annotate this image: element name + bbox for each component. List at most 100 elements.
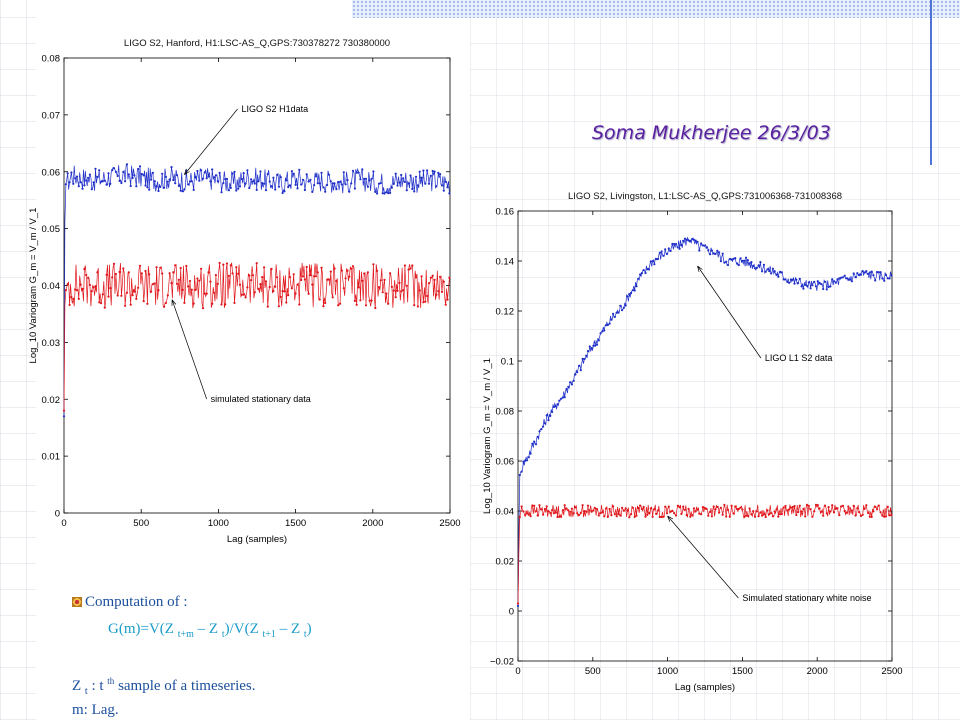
data-point: [730, 504, 733, 507]
data-point: [671, 242, 674, 245]
data-point: [238, 283, 242, 286]
data-point: [320, 266, 323, 269]
data-point: [413, 190, 416, 193]
y-tick-label: 0.08: [42, 54, 61, 65]
data-point: [615, 515, 618, 518]
data-point: [852, 504, 855, 507]
data-point: [161, 172, 164, 175]
data-point: [270, 185, 273, 188]
data-point: [379, 182, 382, 185]
data-point: [658, 515, 661, 519]
data-point: [218, 171, 221, 174]
data-point: [759, 261, 762, 264]
data-point: [883, 279, 886, 282]
data-point: [198, 179, 201, 182]
bullet-icon: [72, 597, 82, 607]
data-point: [635, 514, 638, 517]
data-point: [859, 273, 862, 276]
data-point: [588, 509, 591, 512]
data-point: [403, 180, 406, 183]
data-point: [594, 507, 597, 510]
data-point: [402, 177, 405, 180]
data-point: [696, 508, 699, 511]
data-point: [320, 171, 323, 174]
data-point: [164, 175, 167, 178]
data-point: [784, 278, 787, 281]
data-point: [238, 185, 242, 188]
data-point: [324, 301, 327, 305]
data-point: [179, 189, 182, 192]
data-point: [551, 509, 554, 512]
data-point: [823, 280, 827, 283]
data-point: [780, 512, 783, 516]
data-point: [621, 309, 624, 312]
data-point: [597, 514, 600, 517]
data-point: [540, 428, 543, 431]
data-point: [874, 505, 877, 508]
data-point: [148, 188, 151, 191]
annotation-label: Simulated stationary white noise: [742, 593, 871, 603]
data-point: [576, 512, 579, 515]
data-point: [270, 267, 273, 271]
formula-part: – Z: [275, 621, 304, 637]
data-point: [700, 513, 703, 516]
bullet-computation: Computation of :: [72, 594, 188, 611]
data-point: [75, 175, 79, 178]
data-point: [527, 513, 530, 516]
data-point: [140, 272, 143, 275]
data-point: [422, 301, 425, 304]
data-point: [613, 513, 616, 516]
data-point: [318, 298, 321, 301]
data-point: [678, 506, 681, 509]
data-point: [759, 511, 762, 514]
data-point: [225, 177, 229, 181]
data-point: [344, 277, 347, 280]
data-point: [807, 504, 810, 507]
data-point: [322, 186, 325, 189]
data-point: [237, 272, 240, 275]
data-point: [888, 514, 891, 517]
data-point: [326, 183, 329, 187]
data-point: [825, 512, 828, 515]
data-point: [431, 274, 434, 277]
y-tick-label: 0: [509, 607, 514, 618]
data-point: [92, 181, 95, 184]
data-point: [723, 503, 726, 506]
data-point: [324, 190, 327, 193]
data-point: [220, 303, 223, 306]
data-point: [619, 514, 622, 517]
data-point: [529, 515, 532, 518]
data-point: [793, 282, 796, 285]
data-point: [414, 276, 418, 279]
bullet-computation-text: Computation of :: [85, 594, 188, 610]
annotation-label: simulated stationary data: [211, 394, 311, 404]
data-point: [355, 171, 358, 174]
data-point: [114, 272, 117, 276]
data-point: [601, 330, 604, 333]
data-point: [203, 171, 206, 174]
data-point: [635, 285, 638, 288]
data-point: [647, 268, 651, 271]
data-point: [579, 511, 582, 514]
data-point: [678, 247, 681, 250]
data-point: [791, 505, 794, 509]
data-point: [233, 170, 236, 173]
data-point: [427, 282, 431, 285]
data-point: [536, 435, 539, 438]
data-point: [444, 303, 447, 306]
annotation-label: LIGO S2 H1data: [242, 104, 309, 114]
data-point: [737, 507, 740, 510]
data-point: [814, 503, 818, 506]
data-point: [811, 284, 814, 287]
data-point: [229, 186, 232, 189]
data-point: [757, 515, 760, 518]
data-point: [244, 182, 247, 185]
data-point: [175, 174, 179, 177]
y-tick-label: −0.02: [490, 657, 514, 668]
data-point: [534, 443, 538, 446]
data-point: [703, 506, 706, 509]
data-point: [177, 278, 180, 281]
data-point: [400, 290, 403, 293]
data-point: [750, 261, 753, 264]
livingston-variogram-chart: LIGO S2, Livingston, L1:LSC-AS_Q,GPS:731…: [482, 191, 903, 693]
